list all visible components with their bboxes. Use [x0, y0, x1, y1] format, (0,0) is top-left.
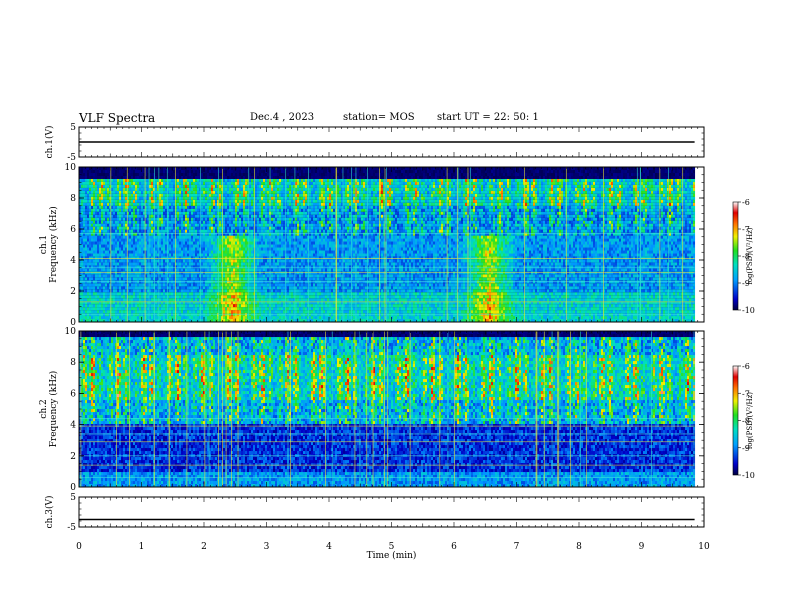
y-axis-label: Frequency (kHz) [48, 371, 59, 448]
x-axis-label: Time (min) [367, 550, 417, 561]
colorbar-tick-label: -6 [742, 198, 750, 207]
x-tick-label: 4 [326, 542, 332, 552]
colorbar-tick-label: -10 [742, 471, 755, 480]
x-tick-label: 2 [201, 542, 207, 552]
y-tick-label: 0 [70, 318, 76, 328]
x-tick-label: 5 [389, 542, 395, 552]
colorbar-label: log(PSD)(V²/Hz) [746, 227, 754, 284]
station-label: station= MOS [343, 112, 415, 123]
y-axis-label: ch.1(V) [44, 126, 55, 159]
x-tick-label: 0 [76, 542, 82, 552]
colorbar [732, 365, 739, 476]
colorbar-tick-label: -10 [742, 306, 755, 315]
x-tick-label: 10 [698, 542, 710, 552]
x-tick-label: 3 [264, 542, 270, 552]
y-tick-label: 2 [70, 452, 76, 462]
y-tick-label: 2 [70, 287, 76, 297]
x-tick-label: 7 [514, 542, 520, 552]
spectrogram-cells-1 [79, 167, 696, 323]
y-tick-label: 8 [70, 358, 76, 368]
y-tick-label: 8 [70, 194, 76, 204]
colorbar-tick-label: -7 [742, 389, 750, 398]
colorbar-tick-label: -7 [742, 225, 750, 234]
y-tick-label: -5 [67, 523, 76, 533]
colorbar-tick-label: -8 [742, 252, 750, 261]
start-time-label: start UT = 22: 50: 1 [437, 112, 539, 123]
y-tick-label: 6 [70, 225, 76, 235]
chart-title: VLF Spectra [79, 111, 155, 125]
colorbar-tick-label: -9 [742, 279, 750, 288]
y-tick-label: 5 [70, 493, 76, 503]
y-tick-label: 6 [70, 389, 76, 399]
spectrogram-cells-2 [79, 331, 696, 488]
colorbar-tick-label: -8 [742, 417, 750, 426]
y-tick-label: 10 [65, 327, 77, 337]
y-tick-label: -5 [67, 153, 76, 163]
y-axis-label: ch.3(V) [44, 496, 55, 529]
colorbar-label: log(PSD)(V²/Hz) [746, 392, 754, 449]
y-axis-label: Frequency (kHz) [48, 206, 59, 283]
colorbar-tick-label: -6 [742, 362, 750, 371]
y-tick-label: 10 [65, 163, 77, 173]
x-tick-label: 6 [451, 542, 457, 552]
x-tick-label: 9 [639, 542, 645, 552]
colorbar-tick-label: -9 [742, 444, 750, 453]
y-tick-label: 4 [70, 256, 76, 266]
y-axis-label: ch.2 [39, 399, 49, 418]
date-label: Dec.4 , 2023 [250, 112, 314, 123]
colorbar [732, 201, 739, 311]
x-tick-label: 8 [576, 542, 582, 552]
x-tick-label: 1 [139, 542, 145, 552]
y-axis-label: ch.1 [39, 235, 49, 254]
y-tick-label: 5 [70, 123, 76, 133]
y-tick-label: 4 [70, 421, 76, 431]
y-tick-label: 0 [70, 483, 76, 493]
